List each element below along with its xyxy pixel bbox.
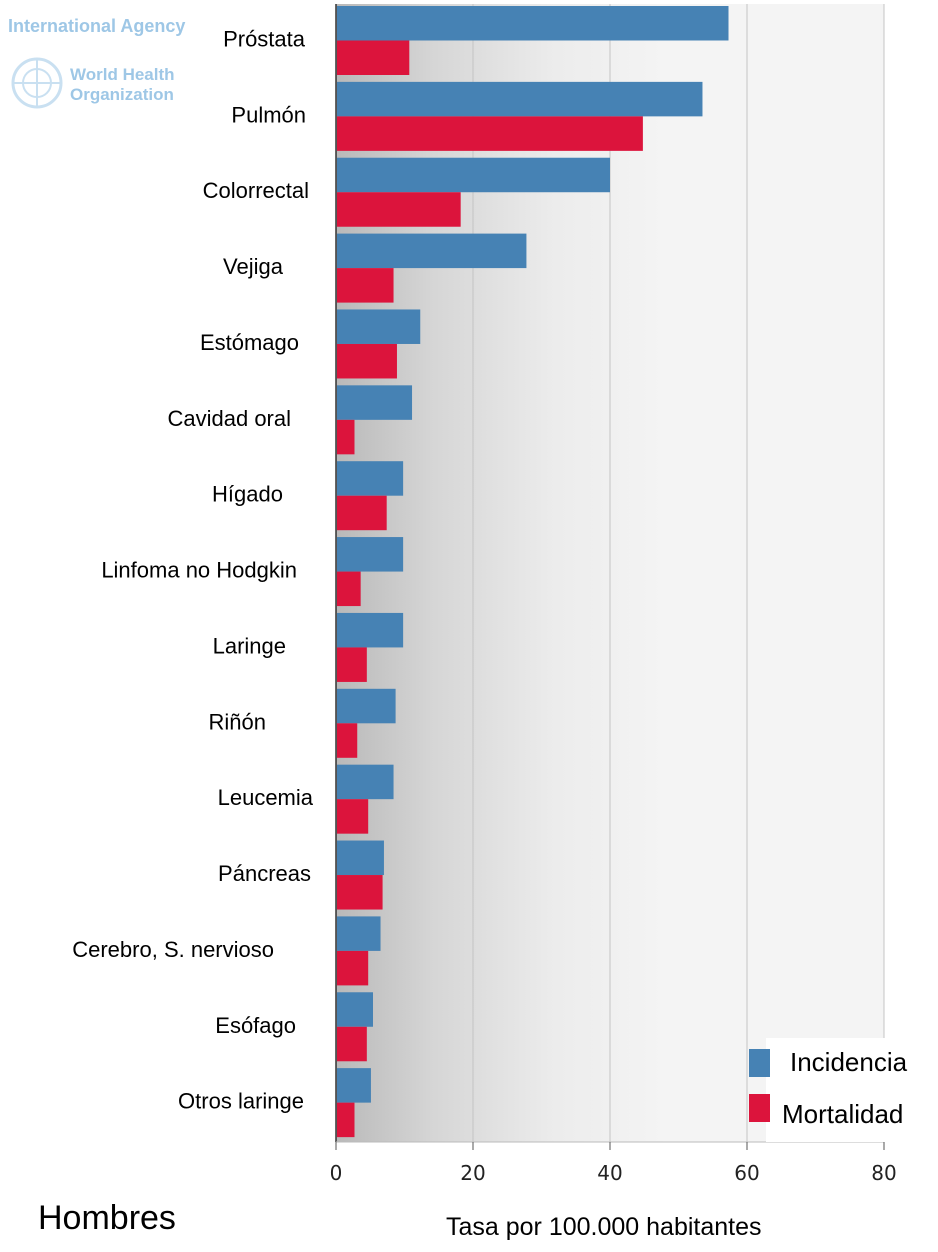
category-label: Leucemia bbox=[218, 785, 314, 810]
bar-incidencia bbox=[337, 157, 610, 193]
bar-incidencia bbox=[337, 461, 404, 496]
category-label: Estómago bbox=[200, 330, 299, 355]
x-tick-label: 20 bbox=[460, 1161, 485, 1185]
chart-subtitle: Hombres bbox=[38, 1199, 176, 1237]
x-tick-label: 80 bbox=[871, 1161, 896, 1185]
bar-mortalidad bbox=[337, 268, 394, 303]
bar-mortalidad bbox=[337, 950, 369, 986]
bar-incidencia bbox=[337, 309, 421, 344]
bar-incidencia bbox=[337, 81, 703, 117]
bar-mortalidad bbox=[337, 40, 410, 75]
category-label: Hígado bbox=[212, 482, 283, 507]
bar-mortalidad bbox=[337, 571, 361, 607]
bar-incidencia bbox=[337, 840, 384, 876]
bars bbox=[337, 6, 729, 1138]
category-label: Páncreas bbox=[218, 861, 311, 886]
bar-incidencia bbox=[337, 1068, 371, 1103]
category-label: Esófago bbox=[215, 1013, 296, 1038]
bar-mortalidad bbox=[337, 647, 367, 682]
watermark: International Agency World Health Organi… bbox=[8, 16, 185, 109]
x-tick-label: 0 bbox=[330, 1161, 343, 1185]
category-label: Linfoma no Hodgkin bbox=[101, 558, 297, 583]
category-label: Riñón bbox=[209, 709, 266, 734]
watermark-who-line1: World Health bbox=[70, 65, 175, 84]
bar-mortalidad bbox=[337, 875, 383, 910]
x-axis-label: Tasa por 100.000 habitantes bbox=[446, 1213, 762, 1241]
category-label: Cavidad oral bbox=[167, 406, 291, 431]
bar-mortalidad bbox=[337, 116, 643, 151]
category-label: Próstata bbox=[223, 27, 306, 52]
bar-incidencia bbox=[337, 537, 404, 572]
watermark-who-line2: Organization bbox=[70, 85, 174, 104]
x-tick-label: 40 bbox=[597, 1161, 622, 1185]
category-label: Otros laringe bbox=[178, 1089, 304, 1114]
category-label: Pulmón bbox=[231, 102, 306, 127]
bar-mortalidad bbox=[337, 343, 397, 379]
bar-incidencia bbox=[337, 916, 381, 951]
legend-swatch-incidencia bbox=[749, 1049, 770, 1077]
legend: Incidencia Mortalidad bbox=[749, 1038, 938, 1142]
bar-mortalidad bbox=[337, 419, 355, 455]
bar-incidencia bbox=[337, 612, 404, 648]
legend-label-mortalidad: Mortalidad bbox=[782, 1099, 903, 1129]
bar-mortalidad bbox=[337, 799, 369, 834]
bar-mortalidad bbox=[337, 723, 358, 758]
bar-mortalidad bbox=[337, 1102, 355, 1138]
legend-swatch-mortalidad bbox=[749, 1094, 770, 1122]
bar-mortalidad bbox=[337, 1026, 367, 1062]
category-labels: Próstata Pulmón Colorrectal Vejiga Estómago C… bbox=[72, 27, 314, 1114]
bar-incidencia bbox=[337, 233, 527, 269]
bar-incidencia bbox=[337, 992, 373, 1027]
category-label: Cerebro, S. nervioso bbox=[72, 937, 274, 962]
watermark-agency-text: International Agency bbox=[8, 16, 185, 36]
bar-mortalidad bbox=[337, 495, 387, 531]
bar-incidencia bbox=[337, 385, 413, 420]
category-label: Colorrectal bbox=[203, 178, 309, 203]
x-tick-label: 60 bbox=[734, 1161, 759, 1185]
bar-incidencia bbox=[337, 688, 396, 724]
category-label: Vejiga bbox=[223, 254, 284, 279]
bar-incidencia bbox=[337, 6, 729, 41]
bar-incidencia bbox=[337, 764, 394, 800]
x-tick-labels: 0 20 40 60 80 bbox=[330, 1142, 897, 1185]
bar-mortalidad bbox=[337, 192, 461, 227]
who-emblem-icon bbox=[11, 57, 63, 109]
category-label: Laringe bbox=[213, 633, 286, 658]
legend-label-incidencia: Incidencia bbox=[790, 1047, 908, 1077]
gridlines bbox=[472, 4, 885, 1142]
